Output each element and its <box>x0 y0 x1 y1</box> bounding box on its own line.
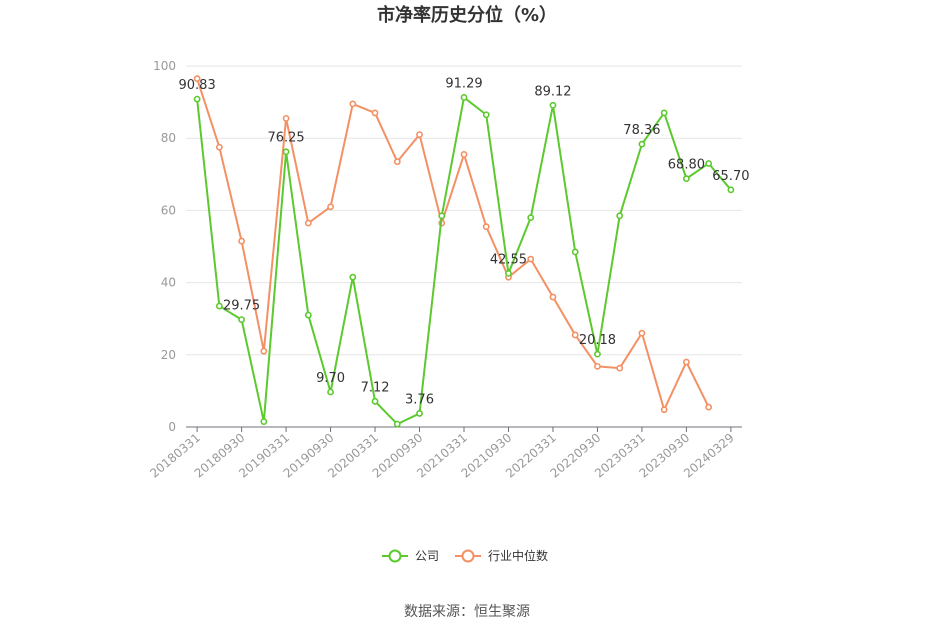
data-point[interactable] <box>683 175 690 183</box>
data-point[interactable] <box>482 223 490 231</box>
data-label: 29.75 <box>223 299 260 314</box>
data-label: 91.29 <box>445 76 482 91</box>
data-point[interactable] <box>304 219 312 227</box>
data-point[interactable] <box>282 114 290 122</box>
data-label: 42.55 <box>490 252 527 267</box>
legend-marker <box>461 549 475 563</box>
source-note: 数据来源：恒生聚源 <box>404 604 530 620</box>
data-point[interactable] <box>327 203 334 211</box>
data-point[interactable] <box>215 302 223 310</box>
chart-title: 市净率历史分位（%） <box>377 4 557 26</box>
y-tick-label: 0 <box>168 420 176 434</box>
data-point[interactable] <box>371 397 379 405</box>
legend-item-company[interactable]: 公司 <box>382 549 439 563</box>
data-point[interactable] <box>349 273 357 281</box>
data-point[interactable] <box>638 329 646 337</box>
data-point[interactable] <box>460 151 468 158</box>
data-point[interactable] <box>727 186 735 194</box>
data-point[interactable] <box>527 214 535 222</box>
legend[interactable]: 公司 行业中位数 <box>382 548 548 563</box>
data-point[interactable] <box>683 358 690 366</box>
y-tick-label: 20 <box>161 348 176 362</box>
legend-label: 公司 <box>415 549 439 563</box>
data-point[interactable] <box>193 75 201 83</box>
data-point[interactable] <box>705 160 713 167</box>
data-label: 65.70 <box>712 169 749 184</box>
data-point[interactable] <box>349 100 357 108</box>
data-point[interactable] <box>238 237 245 245</box>
data-point[interactable] <box>304 311 312 319</box>
series-line <box>196 96 732 426</box>
legend-label: 行业中位数 <box>488 548 548 563</box>
data-point[interactable] <box>594 350 601 358</box>
data-label: 9.70 <box>316 371 345 386</box>
y-tick-label: 100 <box>153 59 176 73</box>
y-tick-label: 60 <box>161 203 176 217</box>
data-point[interactable] <box>549 101 557 109</box>
data-point[interactable] <box>549 293 557 301</box>
data-point[interactable] <box>660 109 668 117</box>
data-point[interactable] <box>505 269 512 277</box>
data-point[interactable] <box>327 388 334 396</box>
data-label: 78.36 <box>623 123 660 138</box>
legend-marker <box>388 549 402 563</box>
data-point[interactable] <box>660 406 668 414</box>
data-label: 90.83 <box>179 78 216 93</box>
data-point[interactable] <box>260 347 268 355</box>
data-label: 3.76 <box>405 392 434 407</box>
data-point[interactable] <box>460 94 468 101</box>
y-tick-label: 80 <box>161 131 176 145</box>
data-point[interactable] <box>616 212 624 220</box>
data-label: 7.12 <box>361 380 390 395</box>
data-point[interactable] <box>260 418 268 425</box>
data-point[interactable] <box>193 95 201 103</box>
series-line <box>196 78 710 411</box>
data-label: 89.12 <box>534 84 571 99</box>
data-point[interactable] <box>571 248 579 256</box>
data-label: 76.25 <box>267 131 304 146</box>
y-tick-label: 40 <box>161 276 176 290</box>
data-point[interactable] <box>393 420 401 428</box>
data-point[interactable] <box>571 331 579 339</box>
data-label: 68.80 <box>668 158 705 173</box>
data-point[interactable] <box>416 410 423 417</box>
data-point[interactable] <box>371 109 379 117</box>
data-point[interactable] <box>616 364 624 372</box>
data-point[interactable] <box>393 158 401 166</box>
data-point[interactable] <box>416 131 423 138</box>
data-label: 20.18 <box>579 333 616 348</box>
data-point[interactable] <box>238 316 245 324</box>
legend-item-industry-median[interactable]: 行业中位数 <box>455 548 548 563</box>
data-point[interactable] <box>215 143 223 151</box>
data-point[interactable] <box>438 212 446 220</box>
data-point[interactable] <box>282 148 290 156</box>
data-point[interactable] <box>482 111 490 119</box>
series-company: 90.83 29.75 76.25 9.70 7.12 3.76 91.29 42.55 89.… <box>179 76 749 428</box>
data-point[interactable] <box>638 140 646 148</box>
data-point[interactable] <box>527 255 535 263</box>
data-point[interactable] <box>594 362 601 370</box>
data-point[interactable] <box>705 403 713 411</box>
series-layer: 90.83 29.75 76.25 9.70 7.12 3.76 91.29 42.55 89.… <box>179 75 749 428</box>
gridlines <box>186 65 742 356</box>
